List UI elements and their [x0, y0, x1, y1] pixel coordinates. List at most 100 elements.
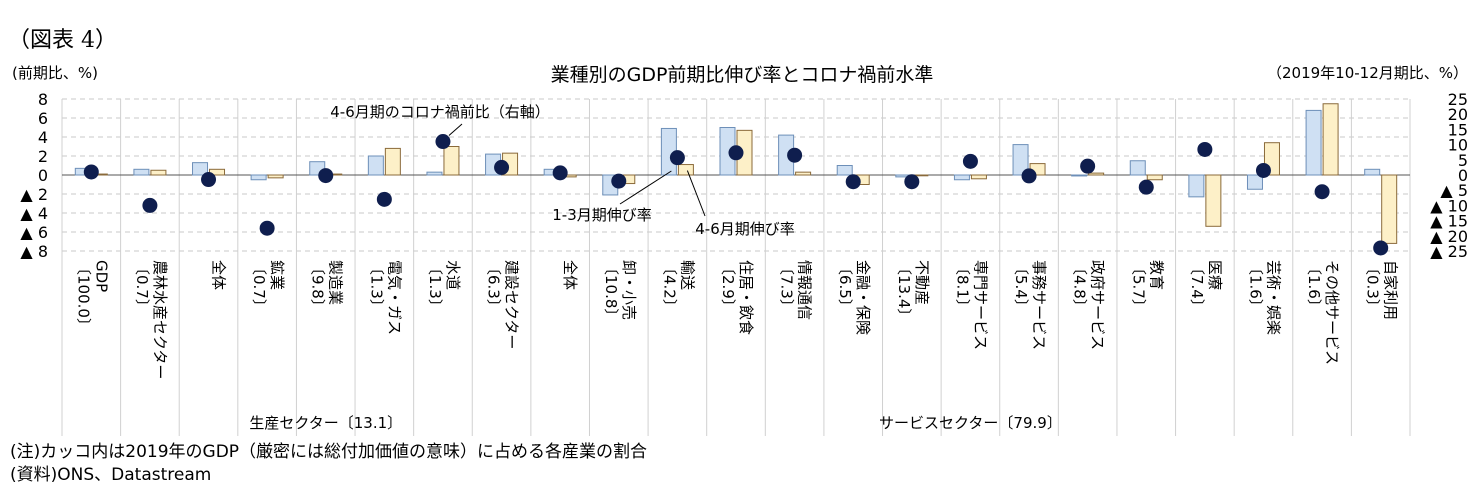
left-axis-tick: ▲ 4 [20, 204, 48, 223]
right-axis-tick: ▲ 15 [1430, 212, 1468, 231]
figure-label: （図表 4） [8, 28, 117, 53]
dot-vs-precovid [552, 165, 568, 181]
right-axis-tick: 10 [1448, 136, 1468, 155]
right-axis-tick: ▲ 20 [1430, 227, 1468, 246]
right-axis-tick: ▲ 25 [1430, 242, 1468, 261]
dot-vs-precovid [376, 191, 392, 207]
right-axis-tick: ▲ 10 [1430, 196, 1468, 215]
dot-vs-precovid [845, 174, 861, 190]
dot-vs-precovid [1197, 141, 1213, 157]
category-share: 〔4.8〕 [1071, 260, 1089, 314]
category-label: 不動産 [913, 260, 931, 305]
bar-q2 [1381, 174, 1398, 244]
left-axis-tick: 4 [38, 128, 48, 147]
category-share: 〔5.4〕 [1012, 260, 1030, 314]
dot-vs-precovid [1314, 184, 1330, 200]
category-label: 輸送 [678, 260, 696, 290]
category-label: 水道 [444, 260, 462, 290]
sector-group-label: サービスセクター〔79.9〕 [879, 414, 1062, 432]
dot-vs-precovid [1138, 179, 1154, 195]
dot-vs-precovid [611, 173, 627, 189]
category-share: 〔1.6〕 [1246, 260, 1264, 314]
annotation-q2-growth: 4-6月期伸び率 [695, 220, 795, 238]
right-axis-tick: 25 [1448, 90, 1468, 109]
category-label: 専門サービス [971, 260, 989, 350]
bar-q2 [795, 171, 812, 176]
dot-vs-precovid [1373, 240, 1389, 256]
right-axis-unit: （2019年10-12月期比、%） [1266, 64, 1468, 82]
category-share: 〔0.7〕 [133, 260, 151, 314]
category-share: 〔7.4〕 [1188, 260, 1206, 314]
bar-q2 [384, 147, 401, 176]
category-label: 住居・飲食 [737, 260, 755, 335]
annotation-q1-growth: 1-3月期伸び率 [552, 206, 652, 224]
left-axis-tick: 2 [38, 147, 48, 166]
bar-q2 [1205, 174, 1222, 227]
category-share: 〔100.0〕 [74, 260, 92, 333]
right-axis-tick: 15 [1448, 120, 1468, 139]
category-label: 卸・小売 [620, 260, 638, 320]
bar-q1 [192, 162, 209, 176]
left-axis-tick: 8 [38, 90, 48, 109]
annotation-leader [448, 123, 463, 136]
category-label: 全体 [210, 260, 228, 290]
category-share: 〔4.2〕 [660, 260, 678, 314]
bar-q1 [1364, 168, 1381, 176]
bar-q1 [1129, 160, 1146, 176]
dot-vs-precovid [787, 147, 803, 163]
footnote: (注)カッコ内は2019年のGDP（厳密には総付加価値の意味）に占める各産業の割… [10, 442, 648, 462]
category-share: 〔9.8〕 [309, 260, 327, 314]
category-share: 〔0.7〕 [250, 260, 268, 314]
bar-q2 [970, 174, 987, 180]
category-share: 〔2.9〕 [719, 260, 737, 314]
category-label: 鉱業 [268, 260, 286, 290]
bar-q1 [1305, 109, 1322, 176]
bar-q1 [953, 174, 970, 181]
category-label: 建設セクター [503, 260, 521, 349]
left-axis-unit: (前期比、%) [12, 64, 98, 82]
bar-q1 [1188, 174, 1205, 198]
bar-q1 [836, 165, 853, 176]
category-share: 〔13.4〕 [895, 260, 913, 323]
bar-q2 [267, 174, 284, 179]
bar-q2 [1088, 172, 1105, 176]
category-share: 〔8.1〕 [953, 260, 971, 314]
category-share: 〔7.3〕 [778, 260, 796, 314]
left-axis-tick: ▲ 2 [20, 185, 48, 204]
right-axis-tick: 5 [1458, 151, 1468, 170]
category-label: 芸術・娯楽 [1264, 260, 1282, 335]
category-share: 〔1.6〕 [1305, 260, 1323, 314]
category-label: 製造業 [327, 260, 345, 305]
dot-vs-precovid [201, 172, 217, 188]
category-share: 〔6.5〕 [836, 260, 854, 314]
dot-vs-precovid [259, 220, 275, 236]
bar-q2 [150, 169, 167, 176]
dot-vs-precovid [962, 153, 978, 169]
left-axis-tick: ▲ 8 [20, 242, 48, 261]
category-share: 〔6.3〕 [485, 260, 503, 314]
annotation-leader [619, 170, 672, 205]
left-axis-tick: 0 [38, 166, 48, 185]
sector-group-label: 生産セクター〔13.1〕 [249, 414, 402, 432]
bar-q1 [1012, 144, 1029, 176]
bar-q1 [250, 174, 267, 181]
category-label: GDP [92, 260, 110, 292]
dot-vs-precovid [318, 168, 334, 184]
left-axis-tick: 6 [38, 109, 48, 128]
category-label: 教育 [1147, 260, 1165, 290]
category-label: その他サービス [1323, 260, 1341, 365]
annotation-leader [686, 170, 706, 217]
source-note: (資料)ONS、Datastream [10, 465, 212, 485]
annotation-precovid: 4-6月期のコロナ禍前比（右軸） [330, 103, 550, 121]
category-label: 情報通信 [796, 260, 814, 320]
left-axis-tick: ▲ 6 [20, 223, 48, 242]
bar-q2 [677, 164, 694, 176]
bar-q1 [1246, 174, 1263, 190]
dot-vs-precovid [728, 145, 744, 161]
dot-vs-precovid [1255, 162, 1271, 178]
dot-vs-precovid [1021, 168, 1037, 184]
bar-q2 [443, 146, 460, 176]
category-share: 〔0.3〕 [1364, 260, 1382, 314]
bar-q1 [367, 155, 384, 176]
